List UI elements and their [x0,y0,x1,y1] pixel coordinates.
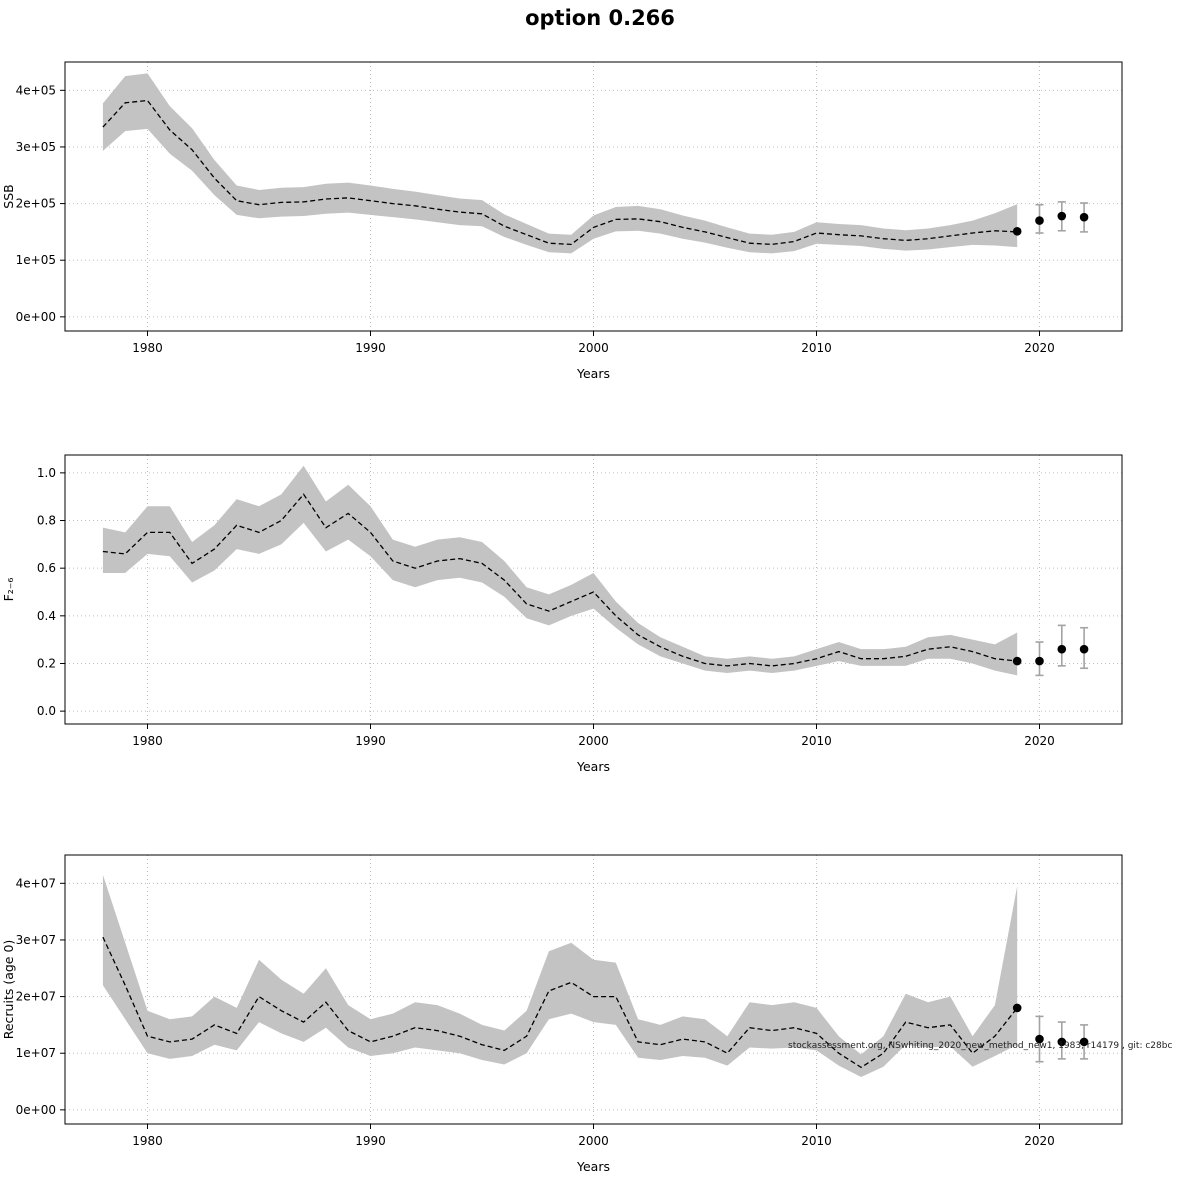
x-tick-label: 2010 [801,1134,832,1148]
y-axis-title: F₂₋₆ [1,578,16,602]
y-tick-label: 0e+00 [16,1103,56,1117]
x-tick-label: 2020 [1024,341,1055,355]
x-tick-label: 1980 [132,734,163,748]
y-tick-label: 0.4 [37,609,56,623]
y-tick-label: 4e+07 [16,876,56,890]
confidence-band [102,73,1018,254]
ssb-panel: 1980 1990 2000 2010 2020 0e+00 1e+05 2e+05 3e+05… [0,48,1200,398]
recruits-chart: 1980 1990 2000 2010 2020 0e+00 1e+07 2e+07 3e+07… [1,854,1123,1174]
x-tick-label: 2010 [801,341,832,355]
forecast-point [1079,212,1089,222]
confidence-band [102,465,1018,676]
y-tick-label: 0.2 [37,656,56,670]
x-axis-title: Years [576,759,610,774]
y-tick-label: 1e+05 [16,253,56,267]
x-axis-title: Years [576,1159,610,1174]
y-tick-label: 4e+05 [16,83,56,97]
watermark-text: stockassessment.org, NSwhiting_2020_new_… [788,1041,1173,1051]
forecast-point [1035,216,1044,225]
y-axis-title: SSB [1,184,16,208]
forecast-point [1012,227,1022,236]
x-tick-label: 2000 [578,734,609,748]
forecast-point [1057,211,1067,221]
y-tick-label: 1e+07 [16,1046,56,1060]
forecast-point [1057,644,1067,654]
x-tick-label: 2000 [578,1134,609,1148]
forecast-point [1079,1037,1089,1047]
forecast-point [1012,656,1022,666]
fishing-mortality-chart: 1980 1990 2000 2010 2020 0.0 0.2 0.4 0.6 0.8 1.0 Ye… [1,454,1123,774]
estimate-line [102,99,1018,246]
x-tick-label: 1990 [355,1134,386,1148]
forecast-point [1079,644,1089,654]
y-tick-label: 2e+05 [16,197,56,211]
forecast-point [1012,1003,1022,1013]
x-tick-label: 1990 [355,341,386,355]
x-tick-label: 2000 [578,341,609,355]
forecast-point [1057,1037,1067,1047]
confidence-band [102,874,1018,1077]
x-tick-label: 1990 [355,734,386,748]
x-axis-title: Years [576,366,610,381]
y-tick-label: 0.0 [37,704,56,718]
forecast-point [1035,656,1044,666]
recruits-panel: 1980 1990 2000 2010 2020 0e+00 1e+07 2e+07 3e+07… [0,841,1200,1191]
ssb-chart: 1980 1990 2000 2010 2020 0e+00 1e+05 2e+05 3e+05… [1,61,1123,381]
y-tick-label: 0.6 [37,561,56,575]
y-tick-label: 3e+05 [16,140,56,154]
forecast-point [1035,1034,1044,1044]
y-axis-title: Recruits (age 0) [1,940,16,1040]
y-tick-label: 2e+07 [16,990,56,1004]
y-tick-label: 3e+07 [16,933,56,947]
estimate-line [102,493,1018,667]
y-tick-label: 1.0 [37,466,56,480]
y-tick-label: 0.8 [37,514,56,528]
estimate-line [102,936,1018,1069]
x-tick-label: 1980 [132,341,163,355]
y-tick-label: 0e+00 [16,310,56,324]
x-tick-label: 2010 [801,734,832,748]
x-tick-label: 2020 [1024,734,1055,748]
figure-title: option 0.266 [525,6,675,30]
x-tick-label: 2020 [1024,1134,1055,1148]
fishing-mortality-panel: 1980 1990 2000 2010 2020 0.0 0.2 0.4 0.6 0.8 1.0 Ye… [0,441,1200,791]
x-tick-label: 1980 [132,1134,163,1148]
